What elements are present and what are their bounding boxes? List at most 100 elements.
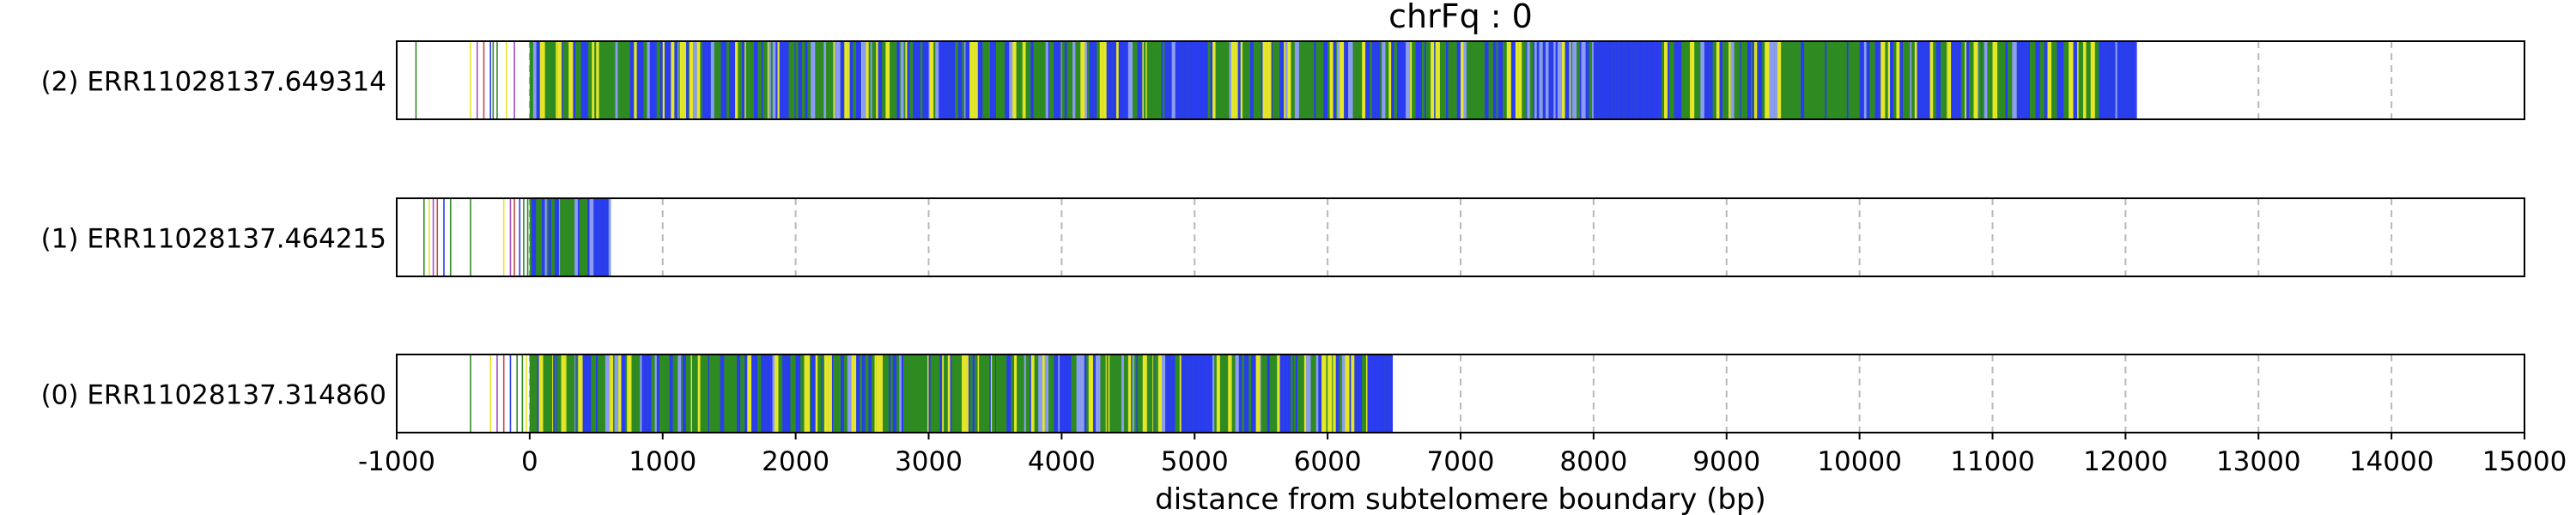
read-segment — [901, 354, 904, 433]
read-segment — [1850, 41, 1853, 119]
read-segment — [1843, 41, 1846, 119]
read-segment — [1168, 41, 1172, 119]
read-segment — [1571, 41, 1573, 119]
read-segment — [1133, 41, 1138, 119]
read-segment — [1510, 41, 1516, 119]
read-segment — [1726, 41, 1729, 119]
read-segment — [844, 41, 848, 119]
read-segment — [2063, 41, 2066, 119]
read-segment — [1846, 41, 1849, 119]
read-segment — [801, 41, 805, 119]
read-segment — [1318, 354, 1322, 433]
read-segment — [939, 354, 943, 433]
read-segment — [1151, 41, 1157, 119]
read-segment — [1704, 41, 1709, 119]
read-segment — [708, 354, 710, 433]
read-segment — [651, 41, 656, 119]
read-segment — [781, 41, 786, 119]
read-segment — [969, 41, 975, 119]
read-segment — [1228, 41, 1230, 119]
read-segment — [2099, 41, 2104, 119]
read-segment — [1271, 41, 1273, 119]
read-segment — [1256, 41, 1259, 119]
read-segment — [2077, 41, 2079, 119]
read-segment — [689, 41, 694, 119]
read-segment — [2020, 41, 2024, 119]
read-segment — [890, 354, 893, 433]
read-segment — [1384, 354, 1388, 433]
read-segment — [1022, 41, 1024, 119]
read-segment — [1614, 41, 1616, 119]
read-segment — [1388, 41, 1392, 119]
read-segment — [878, 354, 884, 433]
read-segment — [1179, 354, 1182, 433]
read-segment — [772, 41, 776, 119]
read-scatter-mark — [489, 41, 492, 119]
read-segment — [906, 354, 911, 433]
read-segment — [1016, 41, 1019, 119]
read-segment — [1417, 41, 1421, 119]
read-segment — [1084, 354, 1087, 433]
read-segment — [1492, 41, 1497, 119]
read-segment — [557, 41, 562, 119]
read-segment — [1496, 41, 1498, 119]
read-segment — [2110, 41, 2115, 119]
read-segment — [1941, 41, 1943, 119]
read-segment — [1635, 41, 1637, 119]
read-segment — [560, 198, 564, 276]
read-segment — [1105, 354, 1107, 433]
read-segment — [767, 41, 769, 119]
read-segment — [544, 198, 547, 276]
read-segment — [643, 41, 647, 119]
read-segment — [761, 354, 762, 433]
x-tick-label: 10000 — [1817, 446, 1902, 477]
read-segment — [756, 354, 762, 433]
read-segment — [1410, 41, 1413, 119]
read-segment — [1000, 354, 1004, 433]
read-segment — [1899, 41, 1904, 119]
read-segment — [732, 354, 738, 433]
read-segment — [1029, 41, 1031, 119]
read-segment — [1150, 354, 1153, 433]
read-panel: (0) ERR11028137.314860 — [41, 354, 2525, 433]
read-segment — [594, 354, 597, 433]
read-segment — [2030, 41, 2034, 119]
read-segment — [570, 198, 575, 276]
read-segment — [755, 354, 757, 433]
read-segment — [682, 41, 685, 119]
read-segment — [1700, 41, 1704, 119]
read-segment — [1312, 354, 1316, 433]
read-segment — [1017, 354, 1022, 433]
read-scatter-mark — [526, 198, 529, 276]
read-segment — [542, 198, 545, 276]
read-segment — [1797, 41, 1801, 119]
read-segment — [647, 41, 650, 119]
read-segment — [1404, 41, 1406, 119]
read-segment — [2129, 41, 2131, 119]
read-segment — [1182, 41, 1187, 119]
read-segment — [1089, 41, 1092, 119]
read-segment — [655, 41, 657, 119]
read-segment — [975, 354, 978, 433]
read-segment — [833, 354, 838, 433]
read-segment — [682, 354, 687, 433]
read-segment — [871, 354, 875, 433]
read-segment — [910, 354, 915, 433]
read-segment — [930, 354, 936, 433]
read-segment — [1645, 41, 1649, 119]
read-segment — [608, 198, 611, 276]
read-segment — [951, 41, 956, 119]
read-segment — [1003, 354, 1007, 433]
read-segment — [622, 41, 626, 119]
read-scatter-mark — [496, 41, 498, 119]
read-segment — [1040, 41, 1042, 119]
read-segment — [820, 354, 822, 433]
read-segment — [1956, 41, 1961, 119]
read-segment — [1463, 41, 1467, 119]
read-segment — [1074, 354, 1077, 433]
read-segment — [1381, 354, 1385, 433]
read-segment — [925, 354, 928, 433]
read-segment — [1093, 354, 1095, 433]
read-segment — [1157, 354, 1158, 433]
read-segment — [1608, 41, 1613, 119]
